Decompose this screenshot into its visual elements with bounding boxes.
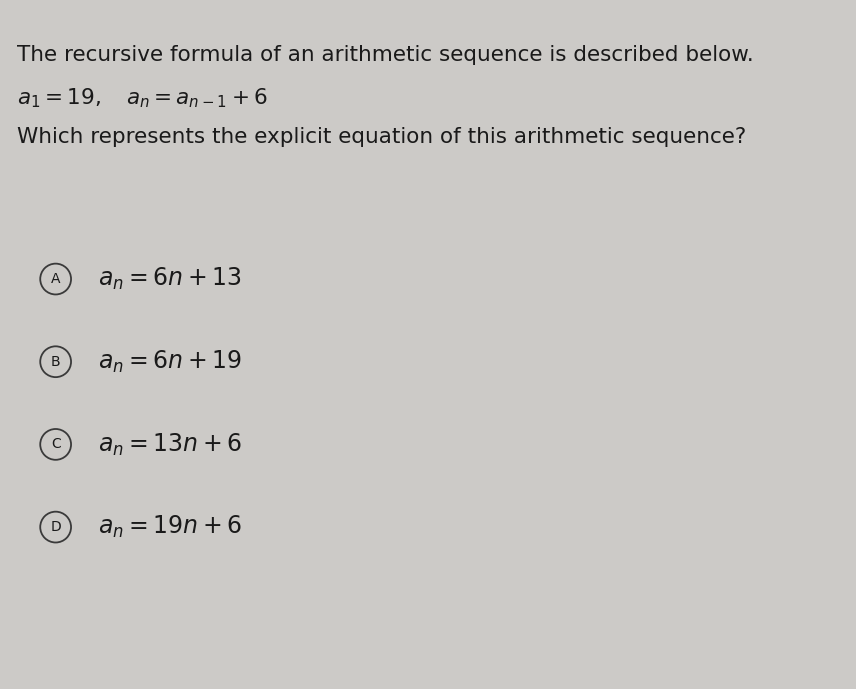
Text: The recursive formula of an arithmetic sequence is described below.: The recursive formula of an arithmetic s… [17, 45, 754, 65]
Text: C: C [51, 438, 61, 451]
Text: $a_n = 13n + 6$: $a_n = 13n + 6$ [98, 431, 242, 457]
Text: Which represents the explicit equation of this arithmetic sequence?: Which represents the explicit equation o… [17, 127, 746, 147]
Ellipse shape [40, 264, 71, 294]
Text: $a_n = 6n + 19$: $a_n = 6n + 19$ [98, 349, 242, 375]
Text: $a_n = 6n + 13$: $a_n = 6n + 13$ [98, 266, 242, 292]
Ellipse shape [40, 429, 71, 460]
Text: B: B [51, 355, 61, 369]
Text: $a_n = 19n + 6$: $a_n = 19n + 6$ [98, 514, 242, 540]
Ellipse shape [40, 512, 71, 542]
Ellipse shape [40, 347, 71, 377]
Text: $a_1 = 19, \quad a_n = a_{n-1} + 6$: $a_1 = 19, \quad a_n = a_{n-1} + 6$ [17, 86, 268, 110]
Text: A: A [51, 272, 61, 286]
Text: D: D [51, 520, 61, 534]
